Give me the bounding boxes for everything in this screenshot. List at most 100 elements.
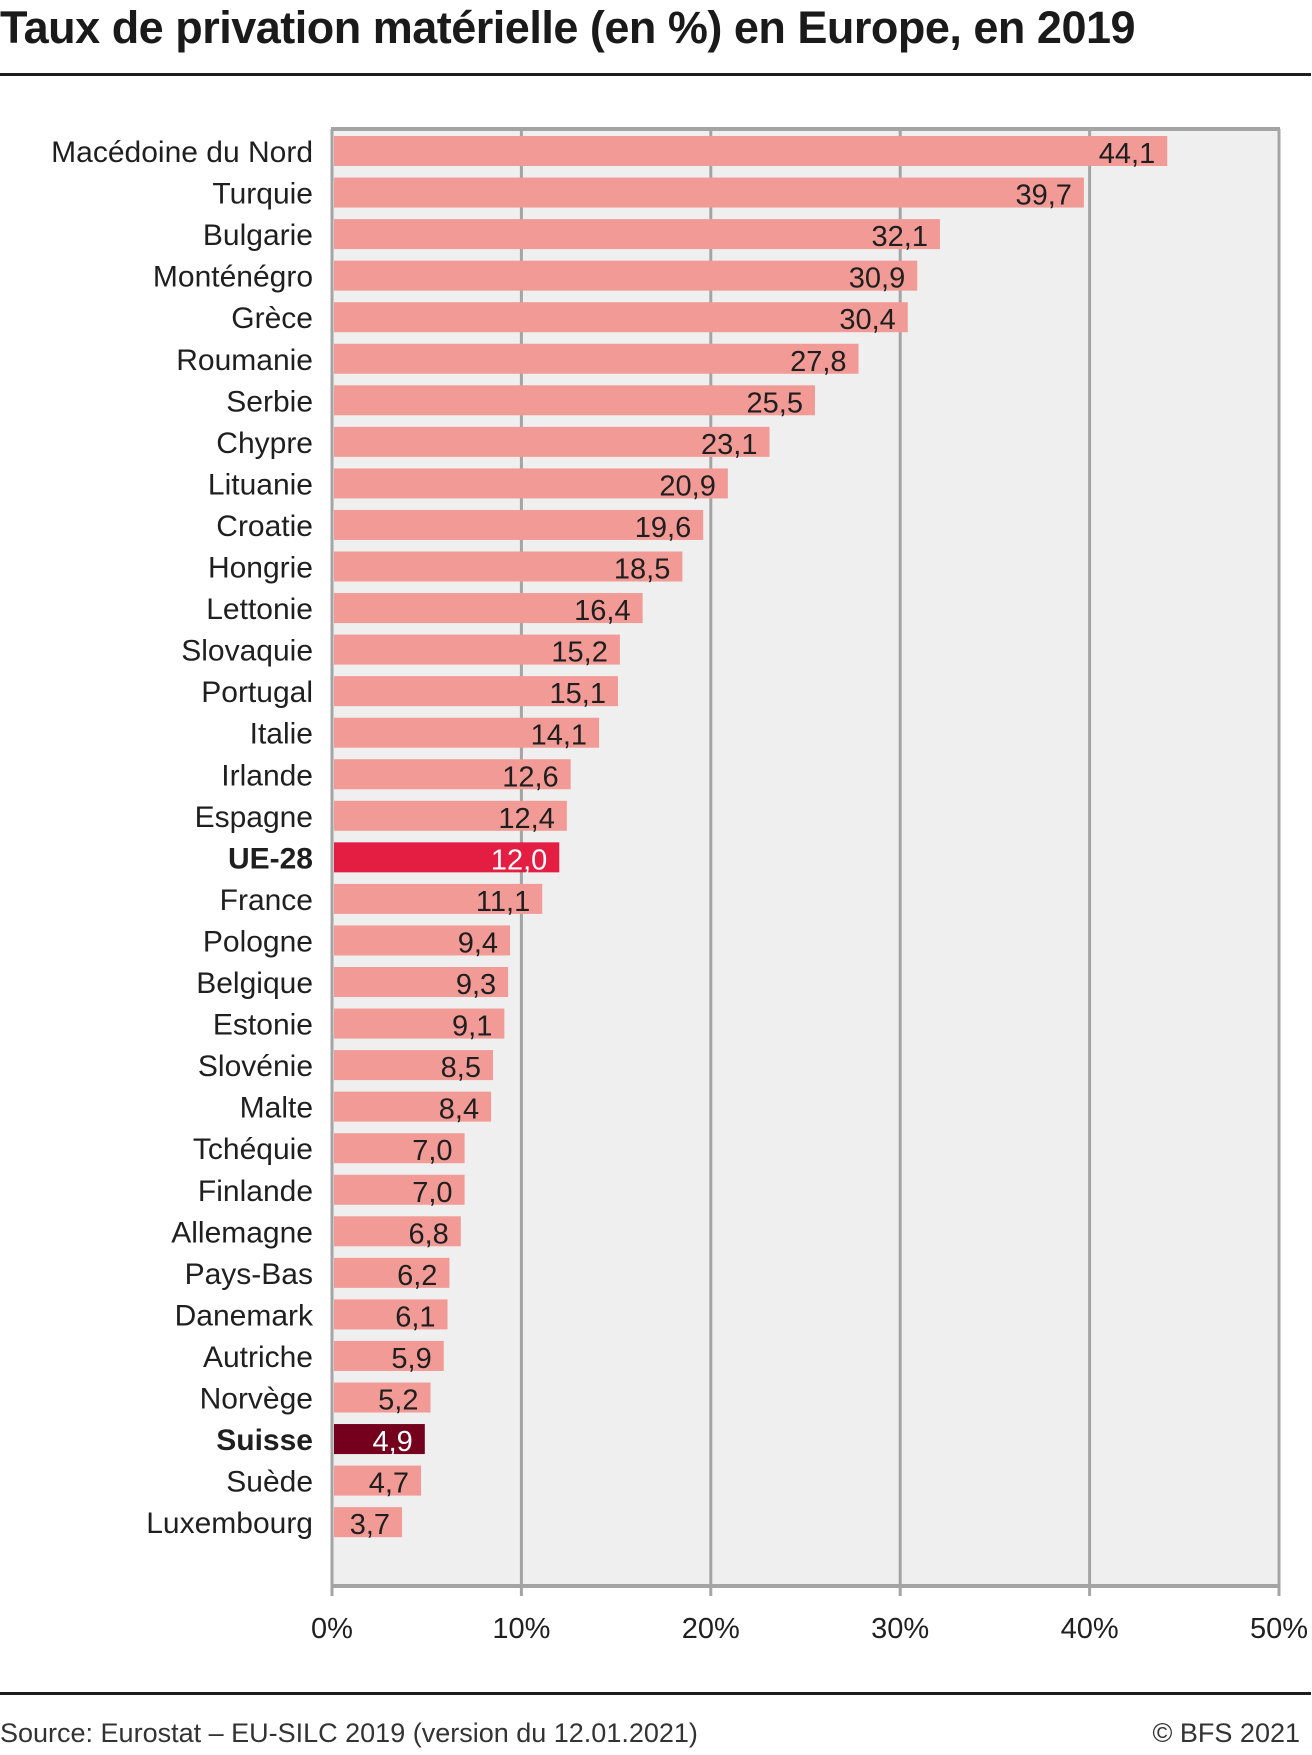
category-label: Tchéquie [193,1133,313,1166]
category-label: Estonie [213,1009,313,1042]
category-label: Slovénie [198,1050,313,1083]
data-label: 7,0 [412,1177,452,1209]
bar [334,1091,492,1122]
category-label: Macédoine du Nord [51,136,313,169]
data-label: 3,7 [350,1509,390,1541]
data-label: 15,1 [550,678,606,710]
data-label: 32,1 [872,221,928,253]
bar [334,1174,465,1205]
data-label: 12,6 [502,761,558,793]
bar [334,634,620,665]
data-label: 20,9 [659,470,715,502]
data-label: 11,1 [476,886,530,918]
category-label: France [220,884,313,917]
category-label: Monténégro [153,261,313,294]
x-tick-label: 50% [1250,1613,1308,1645]
category-label: Portugal [201,676,313,709]
bar [334,219,940,250]
bar [334,1299,448,1330]
title-rule [0,73,1311,76]
bar [334,1257,450,1288]
x-tick-label: 0% [311,1613,353,1645]
category-label: Croatie [216,510,313,543]
data-label: 4,7 [369,1468,409,1500]
bar [334,842,560,873]
bar [334,1424,425,1455]
category-label: Lettonie [206,593,313,626]
bar [334,468,728,499]
bar [334,1507,403,1538]
x-axis: 0% 10% 20% 30% 40% 50% [311,1584,1308,1645]
category-label: Malte [240,1092,313,1125]
category-label: Lituanie [208,468,313,501]
data-label: 14,1 [531,720,587,752]
bar [334,1382,431,1413]
category-label: Roumanie [176,344,313,377]
data-label: 39,7 [1015,180,1071,212]
bar [334,509,704,540]
category-labels: Macédoine du Nord Turquie Bulgarie Monténég… [51,136,314,1540]
data-label: 9,3 [456,969,496,1001]
category-label: Danemark [175,1299,314,1332]
x-tick-label: 40% [1061,1613,1119,1645]
data-label: 23,1 [701,429,757,461]
data-label: 5,2 [378,1385,418,1417]
data-label: 6,1 [395,1301,435,1333]
bar [334,1216,461,1247]
category-label: Bulgarie [203,219,313,252]
bar [334,385,815,416]
bar [334,717,600,748]
data-label: 8,4 [439,1094,479,1126]
data-label: 19,6 [635,512,691,544]
x-tick-label: 10% [492,1613,550,1645]
category-label: Belgique [196,967,313,1000]
source-note: Source: Eurostat – EU-SILC 2019 (version… [0,1718,698,1748]
category-label: UE-28 [228,842,313,875]
data-label: 25,5 [747,387,803,419]
data-label: 6,8 [408,1218,448,1250]
category-label: Italie [250,718,313,751]
data-label: 9,4 [458,927,498,959]
bar [334,800,567,831]
category-label: Pologne [203,925,313,958]
data-label: 9,1 [452,1011,492,1043]
data-label: 15,2 [551,637,607,669]
category-label: Turquie [212,178,313,211]
x-tick-label: 20% [682,1613,740,1645]
footer-rule [0,1692,1311,1695]
bar [334,883,543,914]
data-label: 30,4 [839,304,895,336]
bar [334,1133,465,1164]
x-tick-label: 30% [871,1613,929,1645]
bar [334,593,643,624]
bar [334,177,1084,208]
category-label: Irlande [221,759,313,792]
category-label: Allemagne [171,1216,313,1249]
category-label: Serbie [226,385,313,418]
bar [334,260,918,291]
bar [334,967,509,997]
category-label: Grèce [231,302,313,335]
bar [334,676,618,707]
copyright: © BFS 2021 [1152,1718,1300,1748]
category-label: Slovaquie [181,635,313,668]
category-label: Hongrie [208,552,313,585]
data-label: 5,9 [391,1343,431,1375]
value-labels: 44,1 39,7 32,1 30,9 30,4 27,8 25,5 23,1 20,9 19,6… [350,138,1156,1541]
category-label: Suisse [216,1424,313,1457]
bars [334,136,1168,1538]
category-label: Finlande [198,1175,313,1208]
bar [334,343,859,374]
bar [334,302,908,333]
category-label: Norvège [200,1383,313,1416]
bar-chart: Macédoine du Nord Turquie Bulgarie Monténég… [51,127,1308,1645]
data-label: 8,5 [441,1052,481,1084]
bar [334,136,1168,166]
data-label: 6,2 [397,1260,437,1292]
bar [334,1008,505,1039]
bar [334,925,511,956]
data-label: 30,9 [849,263,905,295]
data-label: 44,1 [1099,138,1155,170]
data-label: 12,4 [498,803,554,835]
bar [334,1340,444,1371]
